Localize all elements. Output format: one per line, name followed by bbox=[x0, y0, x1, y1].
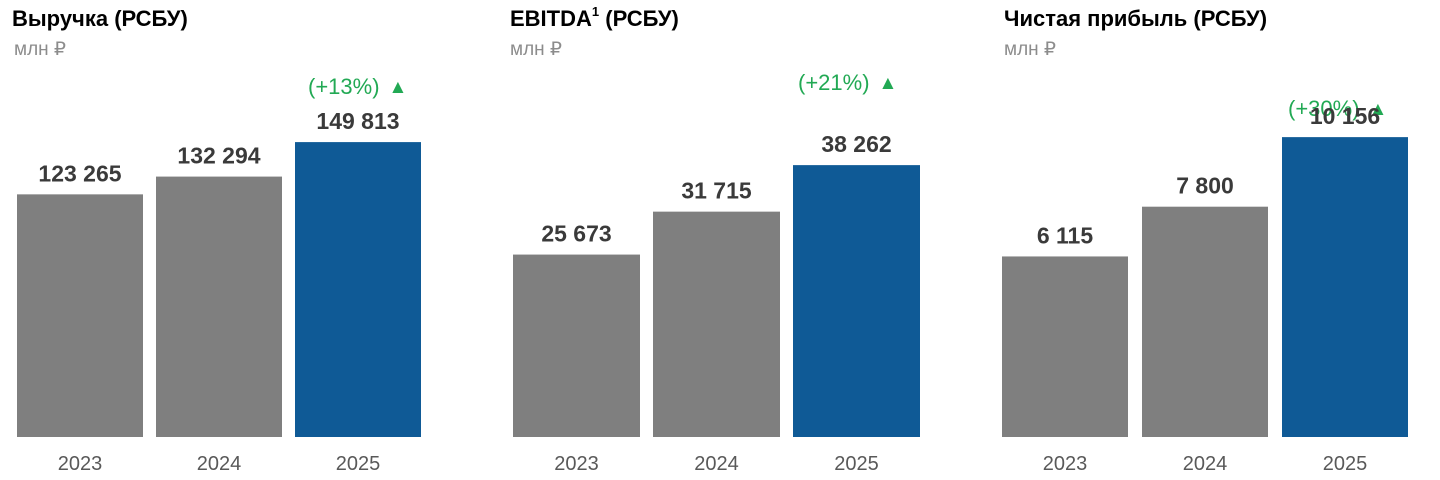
ebitda-bar-2024 bbox=[653, 211, 780, 437]
net-profit-chart-panel: Чистая прибыль (РСБУ) млн ₽ (+30%) ▲ 6 1… bbox=[986, 0, 1426, 480]
ebitda-bar-chart: 25 673 2023 31 715 2024 38 262 2025 bbox=[513, 131, 920, 475]
net-profit-x-tick-2023: 2023 bbox=[1043, 453, 1088, 475]
ebitda-chart-unit: млн ₽ bbox=[510, 39, 563, 60]
net-profit-value-label-2024: 7 800 bbox=[1176, 173, 1234, 199]
revenue-value-label-2025: 149 813 bbox=[316, 108, 399, 134]
ebitda-bar-2023 bbox=[513, 254, 640, 437]
revenue-bar-2024 bbox=[156, 176, 282, 437]
ebitda-value-label-2023: 25 673 bbox=[541, 221, 611, 247]
ebitda-growth-badge: (+21%) ▲ bbox=[798, 70, 897, 96]
revenue-chart-unit: млн ₽ bbox=[14, 39, 67, 60]
up-triangle-icon: ▲ bbox=[1368, 98, 1388, 120]
ebitda-title-main: EBITDA bbox=[510, 6, 592, 31]
revenue-value-label-2024: 132 294 bbox=[177, 143, 260, 169]
net-profit-value-label-2023: 6 115 bbox=[1037, 222, 1093, 248]
revenue-chart-title: Выручка (РСБУ) bbox=[12, 6, 188, 31]
net-profit-bar-2025 bbox=[1282, 137, 1408, 437]
revenue-x-tick-2024: 2024 bbox=[197, 453, 242, 475]
net-profit-bar-2023 bbox=[1002, 256, 1128, 437]
net-profit-x-tick-2024: 2024 bbox=[1183, 453, 1228, 475]
ebitda-x-tick-2025: 2025 bbox=[834, 453, 879, 475]
up-triangle-icon: ▲ bbox=[388, 76, 408, 98]
ebitda-chart-panel: EBITDA1 (РСБУ) млн ₽ (+21%) ▲ 25 673 2023… bbox=[496, 0, 936, 480]
net-profit-x-tick-2025: 2025 bbox=[1323, 453, 1368, 475]
revenue-bar-2025 bbox=[295, 142, 421, 437]
ebitda-x-tick-2023: 2023 bbox=[554, 453, 599, 475]
ebitda-title-suffix: (РСБУ) bbox=[605, 6, 679, 31]
ebitda-x-tick-2024: 2024 bbox=[694, 453, 739, 475]
revenue-bar-2023 bbox=[17, 194, 143, 437]
revenue-x-tick-2023: 2023 bbox=[58, 453, 103, 475]
ebitda-value-label-2024: 31 715 bbox=[681, 178, 752, 204]
net-profit-value-label-2025: 10 156 bbox=[1310, 103, 1380, 129]
revenue-growth-badge: (+13%) ▲ bbox=[308, 74, 407, 100]
net-profit-bar-chart: 6 115 2023 7 800 2024 10 156 2025 bbox=[1002, 103, 1408, 475]
ebitda-growth-label: (+21%) bbox=[798, 70, 870, 95]
ebitda-chart-title: EBITDA1 (РСБУ) bbox=[510, 4, 679, 32]
up-triangle-icon: ▲ bbox=[878, 72, 898, 94]
net-profit-growth-label: (+30%) bbox=[1288, 96, 1360, 121]
revenue-x-tick-2025: 2025 bbox=[336, 453, 381, 475]
revenue-value-label-2023: 123 265 bbox=[38, 160, 121, 186]
revenue-chart-panel: Выручка (РСБУ) млн ₽ (+13%) ▲ 123 265 202… bbox=[0, 0, 440, 480]
ebitda-value-label-2025: 38 262 bbox=[821, 131, 891, 157]
revenue-bar-chart: 123 265 2023 132 294 2024 149 813 2025 bbox=[17, 108, 421, 475]
ebitda-title-footnote: 1 bbox=[591, 4, 600, 19]
net-profit-growth-badge: (+30%) ▲ bbox=[1288, 96, 1387, 122]
net-profit-chart-unit: млн ₽ bbox=[1004, 39, 1057, 60]
net-profit-bar-2024 bbox=[1142, 206, 1268, 437]
net-profit-chart-title: Чистая прибыль (РСБУ) bbox=[1004, 6, 1268, 31]
revenue-growth-label: (+13%) bbox=[308, 74, 380, 99]
ebitda-bar-2025 bbox=[793, 165, 920, 437]
